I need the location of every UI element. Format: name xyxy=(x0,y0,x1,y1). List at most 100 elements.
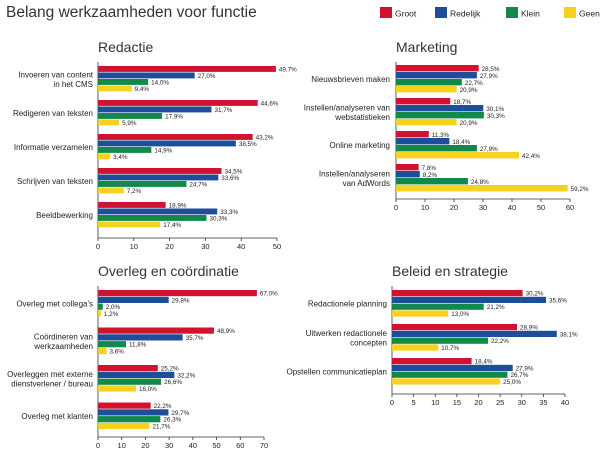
redactie-data-label: 31,7% xyxy=(214,107,232,114)
marketing-data-label: 20,9% xyxy=(460,120,478,127)
marketing-bar-klein xyxy=(396,112,484,119)
redactie-title: Redactie xyxy=(98,39,153,55)
redactie-category-label: Beeldbewerking xyxy=(36,211,93,220)
overleg-en-coordinatie-bar-groot xyxy=(98,327,214,334)
marketing-tick-label: 50 xyxy=(537,203,545,212)
redactie-bar-redelijk xyxy=(98,106,212,113)
redactie-data-label: 18,9% xyxy=(169,202,187,209)
redactie-data-label: 17,9% xyxy=(165,113,183,120)
beleid-en-strategie-data-label: 30,2% xyxy=(526,291,544,298)
redactie-data-label: 14,0% xyxy=(151,79,169,86)
redactie-data-label: 3,4% xyxy=(113,154,128,161)
overleg-en-coordinatie-bar-redelijk xyxy=(98,334,183,341)
overleg-en-coordinatie-data-label: 2,0% xyxy=(106,304,121,311)
marketing-bar-geen xyxy=(396,152,519,159)
redactie-tick-label: 30 xyxy=(201,242,209,251)
marketing-category-label: Nieuwsbrieven maken xyxy=(311,75,390,84)
beleid-en-strategie-tick-label: 35 xyxy=(539,398,547,407)
beleid-en-strategie-bar-klein xyxy=(392,303,484,310)
marketing-data-label: 42,4% xyxy=(522,153,540,160)
redactie-bar-redelijk xyxy=(98,72,195,79)
overleg-en-coordinatie-data-label: 26,3% xyxy=(163,417,181,424)
beleid-en-strategie-bar-geen xyxy=(392,344,439,351)
beleid-en-strategie-bar-redelijk xyxy=(392,296,546,303)
marketing-category-label: Instellen/analyseren xyxy=(319,169,390,178)
redactie-bar-klein xyxy=(98,79,149,85)
overleg-en-coordinatie-data-label: 26,6% xyxy=(164,379,182,386)
marketing-tick-label: 60 xyxy=(566,203,574,212)
overleg-en-coordinatie-bar-redelijk xyxy=(98,296,169,303)
overleg-en-coordinatie-tick-label: 0 xyxy=(96,441,100,450)
beleid-en-strategie-tick-label: 20 xyxy=(474,398,482,407)
beleid-en-strategie-bar-geen xyxy=(392,310,449,317)
redactie-bar-redelijk xyxy=(98,140,236,147)
overleg-en-coordinatie-tick-label: 60 xyxy=(236,441,244,450)
redactie-data-label: 44,6% xyxy=(261,100,279,107)
beleid-en-strategie-bar-geen xyxy=(392,378,501,385)
legend-swatch-klein xyxy=(506,7,518,18)
marketing-bar-redelijk xyxy=(396,138,450,145)
redactie-bar-klein xyxy=(98,181,187,187)
marketing-data-label: 7,8% xyxy=(422,165,437,172)
overleg-en-coordinatie-tick-label: 10 xyxy=(118,441,126,450)
legend-label-klein: Klein xyxy=(521,9,540,19)
beleid-en-strategie-tick-label: 30 xyxy=(518,398,526,407)
beleid-en-strategie-title: Beleid en strategie xyxy=(392,263,508,279)
beleid-en-strategie-bar-redelijk xyxy=(392,364,513,371)
marketing-data-label: 8,2% xyxy=(423,172,438,179)
marketing-data-label: 18,7% xyxy=(453,99,471,106)
legend-swatch-geen xyxy=(564,7,576,18)
overleg-en-coordinatie-bar-geen xyxy=(98,385,136,392)
redactie-data-label: 33,6% xyxy=(221,175,239,182)
legend-swatch-groot xyxy=(380,7,392,18)
marketing-bar-klein xyxy=(396,178,468,185)
redactie-category-label: Invoeren van content xyxy=(18,70,93,79)
redactie-bar-geen xyxy=(98,221,161,228)
redactie-bar-groot xyxy=(98,100,258,106)
marketing-data-label: 30,1% xyxy=(486,106,504,113)
redactie-category-label: Schrijven van teksten xyxy=(17,177,93,186)
marketing-data-label: 11,3% xyxy=(432,132,450,139)
beleid-en-strategie-tick-label: 25 xyxy=(496,398,504,407)
beleid-en-strategie-tick-label: 0 xyxy=(390,398,394,407)
legend: Groot Redelijk Klein Geen xyxy=(380,7,600,19)
redactie-tick-label: 20 xyxy=(165,242,173,251)
redactie-data-label: 14,9% xyxy=(154,147,172,154)
redactie-category-label: in het CMS xyxy=(53,80,93,89)
marketing-data-label: 30,3% xyxy=(487,113,505,120)
overleg-en-coordinatie-title: Overleg en coördinatie xyxy=(98,263,239,279)
beleid-en-strategie-data-label: 26,7% xyxy=(510,372,528,379)
overleg-en-coordinatie-data-label: 1,2% xyxy=(104,311,119,318)
beleid-en-strategie-data-label: 28,9% xyxy=(520,325,538,332)
overleg-en-coordinatie-bar-redelijk xyxy=(98,371,175,378)
redactie-bar-geen xyxy=(98,187,124,194)
redactie-data-label: 17,4% xyxy=(163,222,181,229)
legend-label-redelijk: Redelijk xyxy=(450,9,481,19)
overleg-en-coordinatie-data-label: 67,0% xyxy=(260,291,278,298)
redactie-bar-groot xyxy=(98,168,222,174)
overleg-en-coordinatie-bar-klein xyxy=(98,378,162,385)
marketing-category-label: Online marketing xyxy=(330,141,390,150)
overleg-en-coordinatie-bar-geen xyxy=(98,422,150,430)
redactie-bar-klein xyxy=(98,147,152,153)
marketing-bar-klein xyxy=(396,145,477,152)
beleid-en-strategie-data-label: 35,6% xyxy=(549,297,567,304)
beleid-en-strategie-bar-groot xyxy=(392,324,517,331)
overleg-en-coordinatie-data-label: 48,9% xyxy=(217,328,235,335)
marketing-category-label: Instellen/analyseren van xyxy=(304,103,390,112)
beleid-en-strategie-category-label: Redactionele planning xyxy=(308,300,387,309)
beleid-en-strategie-bar-redelijk xyxy=(392,330,557,337)
redactie-data-label: 27,0% xyxy=(198,73,216,80)
overleg-en-coordinatie-bar-groot xyxy=(98,402,151,409)
overleg-en-coordinatie-bar-geen xyxy=(98,310,101,317)
redactie-bar-redelijk xyxy=(98,174,219,181)
marketing-tick-label: 0 xyxy=(394,203,398,212)
overleg-en-coordinatie-data-label: 16,0% xyxy=(139,386,157,393)
marketing-bar-groot xyxy=(396,164,419,171)
overleg-en-coordinatie-data-label: 29,7% xyxy=(171,410,189,417)
marketing-category-label: van AdWords xyxy=(343,179,390,188)
panel-marketing: Marketing 0 10 20 30 40 50 60 Nieuwsbrieven make… xyxy=(304,39,589,212)
beleid-en-strategie-category-label: Opstellen communicatieplan xyxy=(287,368,388,377)
overleg-en-coordinatie-bar-redelijk xyxy=(98,409,169,416)
marketing-data-label: 18,4% xyxy=(452,139,470,146)
